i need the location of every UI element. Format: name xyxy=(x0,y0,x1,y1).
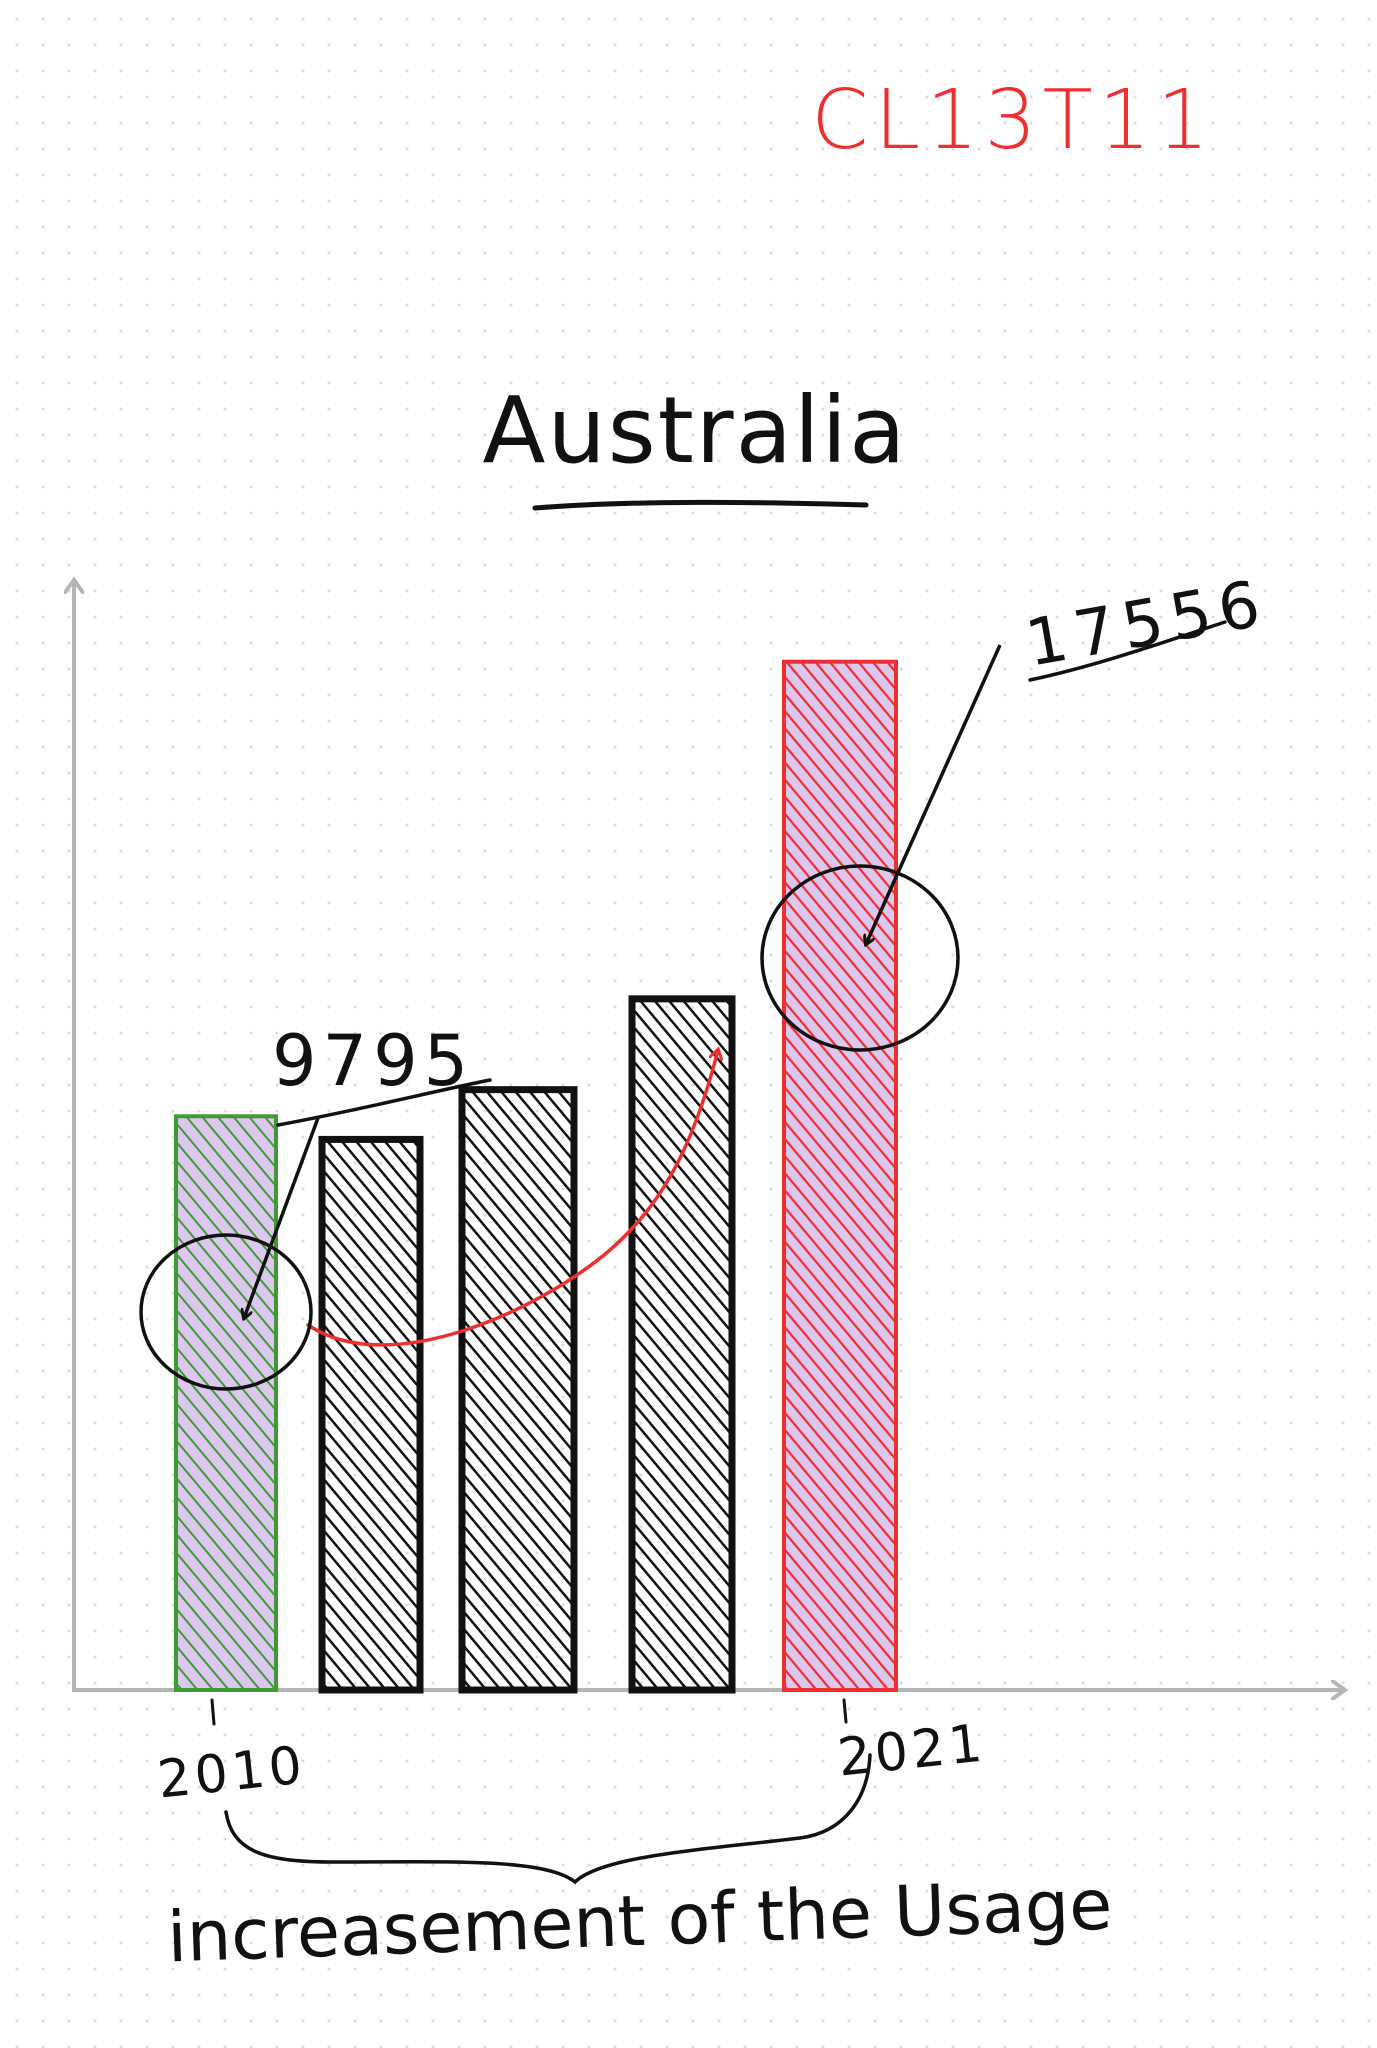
x-tick-label-2021: 2021 xyxy=(835,1713,989,1788)
bar-4 xyxy=(782,659,898,1692)
bar-1 xyxy=(318,1135,424,1694)
code-label: CL13T11 xyxy=(811,73,1215,168)
x-axis-label: increasement of the Usage xyxy=(166,1864,1114,1979)
bar-0 xyxy=(174,1114,278,1692)
bars-layer xyxy=(174,659,898,1694)
first-bar-annotation: 9795 xyxy=(272,1020,474,1102)
chart-title: Australia xyxy=(483,377,908,484)
bar-3 xyxy=(628,995,736,1694)
last-bar-annotation: 17556 xyxy=(1021,566,1274,681)
x-tick-2021 xyxy=(842,1698,848,1724)
last-bar-circle xyxy=(760,864,960,1052)
range-brace xyxy=(224,1753,872,1885)
bar-2 xyxy=(458,1086,578,1694)
last-annotation-underline xyxy=(1028,620,1227,682)
first-bar-circle xyxy=(139,1233,313,1391)
last-annotation-arrow xyxy=(866,644,1002,944)
x-tick-2010 xyxy=(210,1698,216,1726)
first-annotation-arrow xyxy=(244,1117,320,1318)
trend-arrow xyxy=(306,1050,718,1347)
x-tick-label-2010: 2010 xyxy=(155,1735,309,1810)
title-underline xyxy=(532,499,869,511)
first-annotation-underline xyxy=(276,1078,492,1127)
